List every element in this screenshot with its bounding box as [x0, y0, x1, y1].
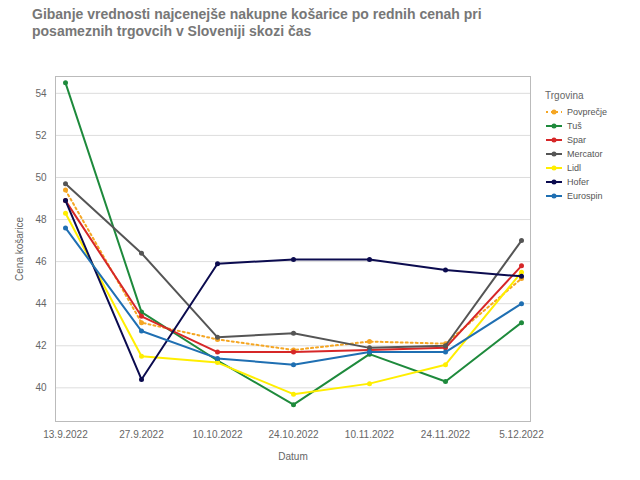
svg-text:Datum: Datum: [278, 451, 307, 462]
svg-text:48: 48: [35, 214, 47, 225]
svg-text:5.12.2022: 5.12.2022: [499, 429, 544, 440]
html-text:Spar: Spar: [567, 135, 586, 145]
svg-text:24.10.2022: 24.10.2022: [268, 429, 318, 440]
svg-text:42: 42: [35, 340, 47, 351]
svg-text:50: 50: [35, 172, 47, 183]
html-text:Gibanje vrednosti najcenejše n: Gibanje vrednosti najcenejše nakupne koš…: [32, 6, 482, 39]
html-text:Povprečje: Povprečje: [567, 107, 607, 117]
svg-text:46: 46: [35, 256, 47, 267]
html-text:Mercator: Mercator: [567, 149, 603, 159]
svg-text:10.10.2022: 10.10.2022: [192, 429, 242, 440]
svg-text:24.11.2022: 24.11.2022: [421, 429, 471, 440]
html-text:Tuš: Tuš: [567, 121, 582, 131]
svg-text:54: 54: [35, 88, 47, 99]
svg-text:27.9.2022: 27.9.2022: [119, 429, 164, 440]
svg-text:10.11.2022: 10.11.2022: [345, 429, 395, 440]
svg-text:44: 44: [35, 298, 47, 309]
svg-text:Cena košarice: Cena košarice: [14, 217, 25, 281]
svg-text:13.9.2022: 13.9.2022: [43, 429, 88, 440]
html-text:Trgovina: Trgovina: [545, 90, 584, 101]
html-text:Hofer: Hofer: [567, 177, 589, 187]
html-text:Eurospin: Eurospin: [567, 191, 603, 201]
svg-text:40: 40: [35, 382, 47, 393]
html-text:Lidl: Lidl: [567, 163, 581, 173]
svg-text:52: 52: [35, 130, 47, 141]
